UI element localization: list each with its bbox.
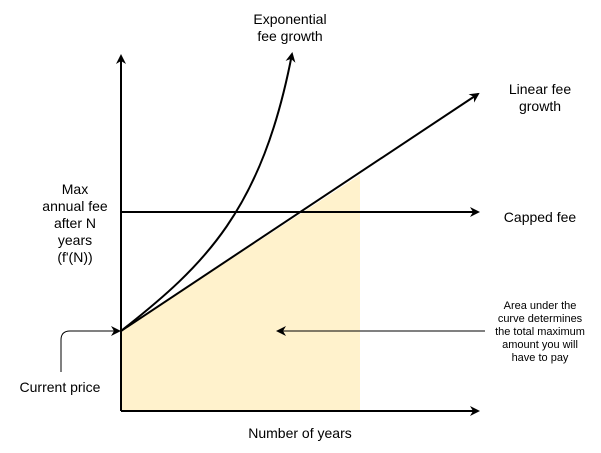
linear-fee-line	[120, 92, 480, 332]
current-price-connector	[60, 326, 121, 372]
x-axis-label: Number of years	[248, 425, 352, 441]
area-note-label: Area under the curve determines the tota…	[495, 300, 585, 364]
area-under-curve	[121, 175, 360, 411]
exponential-label: Exponential fee growth	[253, 11, 327, 44]
capped-label: Capped fee	[503, 209, 577, 225]
current-price-label: Current price	[19, 379, 101, 395]
linear-label: Linear fee growth	[508, 81, 572, 114]
y-axis-label: Max annual fee after N years (f'(N))	[42, 181, 108, 265]
exponential-fee-curve	[120, 52, 296, 332]
